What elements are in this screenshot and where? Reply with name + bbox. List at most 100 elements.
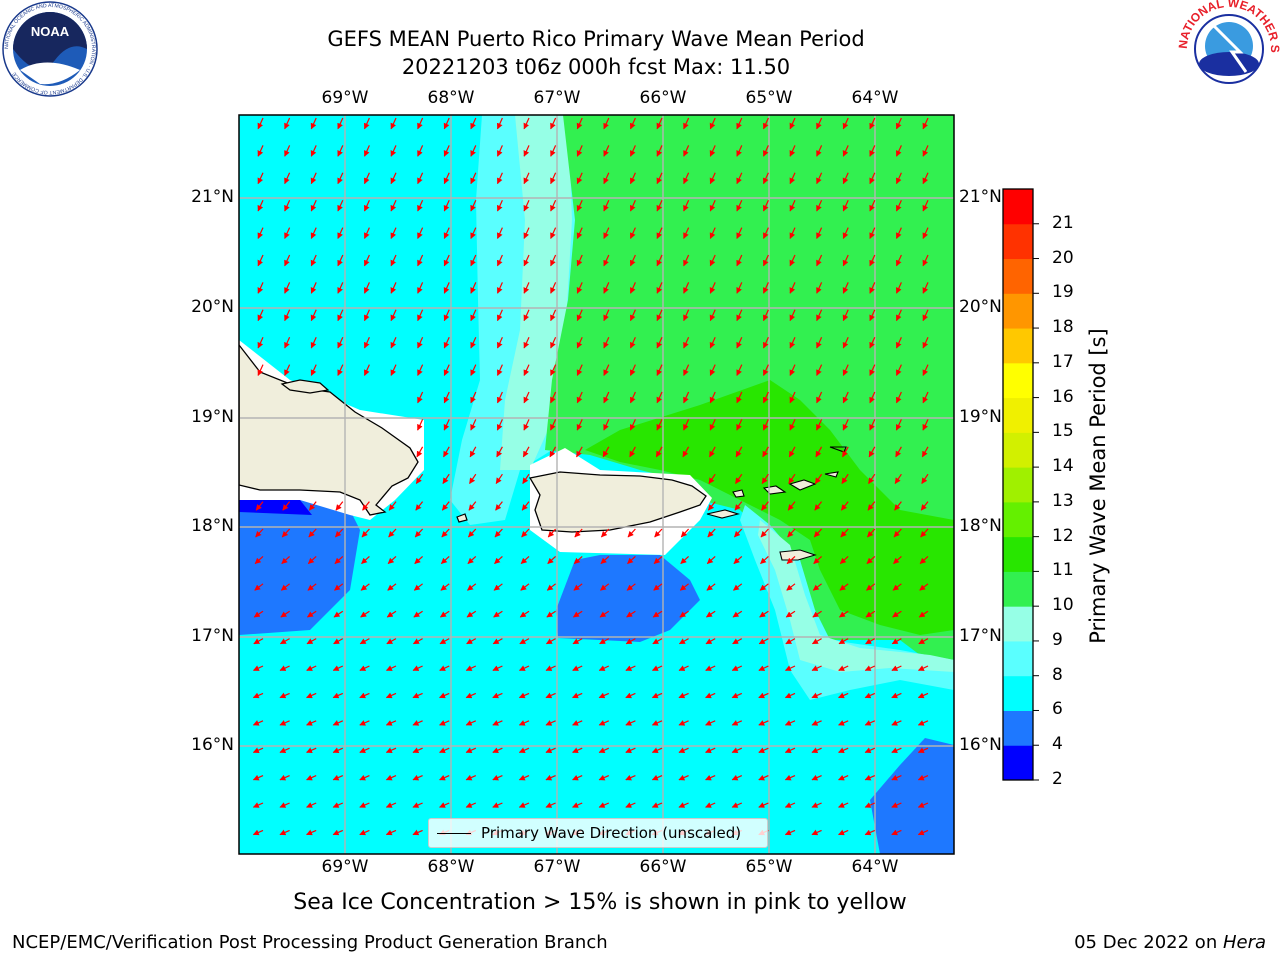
wave-vector — [495, 501, 503, 511]
wave-vector — [310, 254, 317, 267]
wave-vector — [652, 610, 663, 618]
colorbar-segment — [1003, 362, 1033, 399]
wave-vector — [736, 117, 743, 130]
wave-vector — [895, 309, 902, 322]
colorbar-tick-label: 14 — [1052, 456, 1074, 477]
wave-vector — [385, 665, 397, 671]
wave-vector — [603, 172, 610, 185]
wave-vector — [922, 309, 929, 322]
wave-vector — [683, 227, 690, 239]
wave-vector — [390, 282, 397, 294]
wave-vector — [284, 117, 291, 130]
wave-vector — [307, 583, 317, 591]
wave-vector — [337, 282, 344, 294]
wave-vector — [653, 555, 663, 565]
sea-ice-note: Sea Ice Concentration > 15% is shown in … — [293, 890, 907, 915]
wave-vector — [922, 227, 929, 239]
wave-vector — [417, 364, 424, 376]
wave-vector — [762, 419, 769, 431]
wave-vector — [683, 364, 690, 376]
wave-vector — [521, 501, 530, 511]
wave-vector — [417, 145, 424, 157]
wave-vector — [891, 747, 902, 753]
wave-vector — [282, 501, 291, 511]
wave-vector — [656, 282, 663, 294]
wave-vector — [390, 309, 397, 322]
wave-vector — [811, 802, 822, 808]
wave-vector — [601, 528, 610, 538]
wave-vector — [550, 199, 557, 212]
wave-vector — [412, 665, 423, 671]
wave-vector — [708, 473, 716, 484]
wave-vector — [706, 583, 716, 591]
wave-vector — [917, 774, 929, 781]
wave-vector — [922, 172, 929, 185]
wave-vector — [762, 172, 769, 185]
wave-vector — [572, 720, 583, 726]
wave-vector — [815, 446, 823, 458]
wave-vector — [917, 829, 929, 836]
colorbar — [1002, 188, 1039, 781]
wave-vector — [784, 665, 796, 671]
wave-vector — [709, 282, 716, 294]
wave-vector — [816, 419, 823, 431]
colorbar-tick-label: 19 — [1052, 282, 1074, 303]
wave-vector — [629, 117, 636, 130]
wave-vector — [545, 802, 556, 808]
wave-vector — [333, 638, 344, 645]
wave-vector — [284, 336, 291, 349]
wave-vector — [337, 309, 344, 322]
wave-vector — [869, 172, 876, 185]
wave-vector — [814, 473, 823, 484]
wave-vector — [284, 282, 291, 294]
wave-vector — [866, 555, 876, 565]
wave-vector — [626, 610, 636, 618]
wave-vector — [736, 172, 743, 185]
wave-vector — [864, 692, 876, 699]
wave-vector — [550, 172, 557, 185]
wave-vector — [598, 747, 610, 753]
wave-vector — [762, 309, 769, 322]
wave-vector — [359, 802, 370, 808]
colorbar-segment — [1003, 189, 1033, 225]
wave-vector — [470, 336, 477, 349]
wave-vector — [895, 364, 902, 376]
wave-vector — [390, 199, 397, 212]
wave-vector — [709, 199, 716, 212]
wave-vector — [838, 638, 849, 645]
wave-vector — [919, 555, 929, 565]
wave-vector — [385, 720, 397, 726]
wave-vector — [629, 227, 636, 239]
wave-vector — [731, 692, 743, 699]
colorbar-segment — [1003, 606, 1033, 642]
wave-vector — [257, 282, 264, 294]
lat-tick-label-left: 17°N — [191, 626, 234, 646]
wave-vector — [629, 254, 636, 267]
wave-vector — [731, 665, 743, 671]
wave-vector — [651, 774, 663, 781]
wave-vector — [412, 692, 423, 699]
wave-vector — [895, 172, 902, 185]
wave-vector — [412, 720, 423, 726]
wave-vector — [572, 802, 583, 808]
wave-vector — [731, 774, 743, 781]
wave-vector — [917, 720, 929, 726]
wave-vector — [864, 747, 876, 753]
wave-vector — [736, 199, 743, 212]
wave-vector — [762, 336, 769, 349]
wave-vector — [758, 747, 769, 753]
wave-vector — [762, 199, 769, 212]
wave-vector — [705, 638, 716, 645]
wave-vector — [758, 665, 769, 671]
wave-vector — [333, 610, 344, 618]
wave-vector — [576, 227, 583, 239]
wave-vector — [496, 117, 503, 130]
wave-vector — [550, 419, 557, 431]
wave-vector — [443, 199, 450, 212]
lat-tick-label-right: 20°N — [959, 297, 1002, 317]
wave-vector — [576, 282, 583, 294]
wave-vector — [758, 720, 769, 726]
wave-vector — [257, 145, 264, 157]
wave-vector — [655, 446, 663, 458]
